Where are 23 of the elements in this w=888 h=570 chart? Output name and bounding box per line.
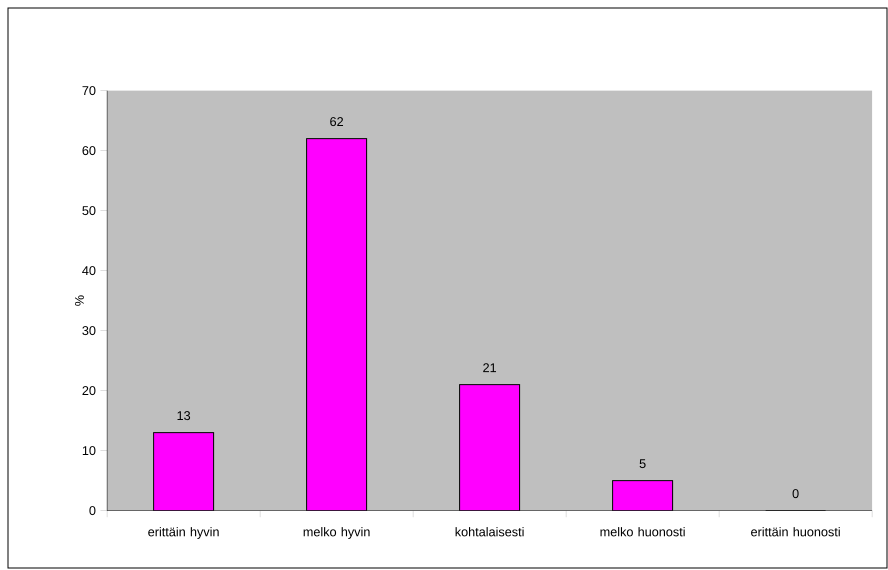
y-tick-label: 10 — [82, 446, 96, 456]
bar — [459, 384, 520, 511]
y-tick-label: 70 — [82, 86, 96, 96]
y-tick-label: 40 — [82, 266, 96, 276]
data-label: 5 — [640, 459, 646, 468]
y-tick-label: 60 — [82, 146, 96, 156]
bar — [306, 138, 368, 511]
x-tick-label: erittäin hyvin — [148, 527, 219, 539]
x-tick-label: kohtalaisesti — [456, 527, 524, 536]
y-tick-label: 50 — [82, 206, 96, 216]
x-tick-label: melko huonosti — [600, 527, 685, 536]
bar — [153, 432, 214, 511]
x-tick-label: erittäin huonosti — [751, 527, 840, 536]
y-tick-label: 20 — [82, 386, 96, 396]
data-label: 13 — [178, 411, 190, 420]
y-tick-label: 30 — [82, 326, 96, 336]
y-tick-label: 0 — [89, 506, 96, 516]
bar — [612, 480, 674, 511]
data-label: 62 — [330, 117, 344, 126]
x-tick-label: melko hyvin — [304, 527, 370, 539]
y-axis-title: % — [74, 295, 84, 306]
data-label: 21 — [483, 363, 496, 372]
data-label: 0 — [792, 489, 799, 498]
